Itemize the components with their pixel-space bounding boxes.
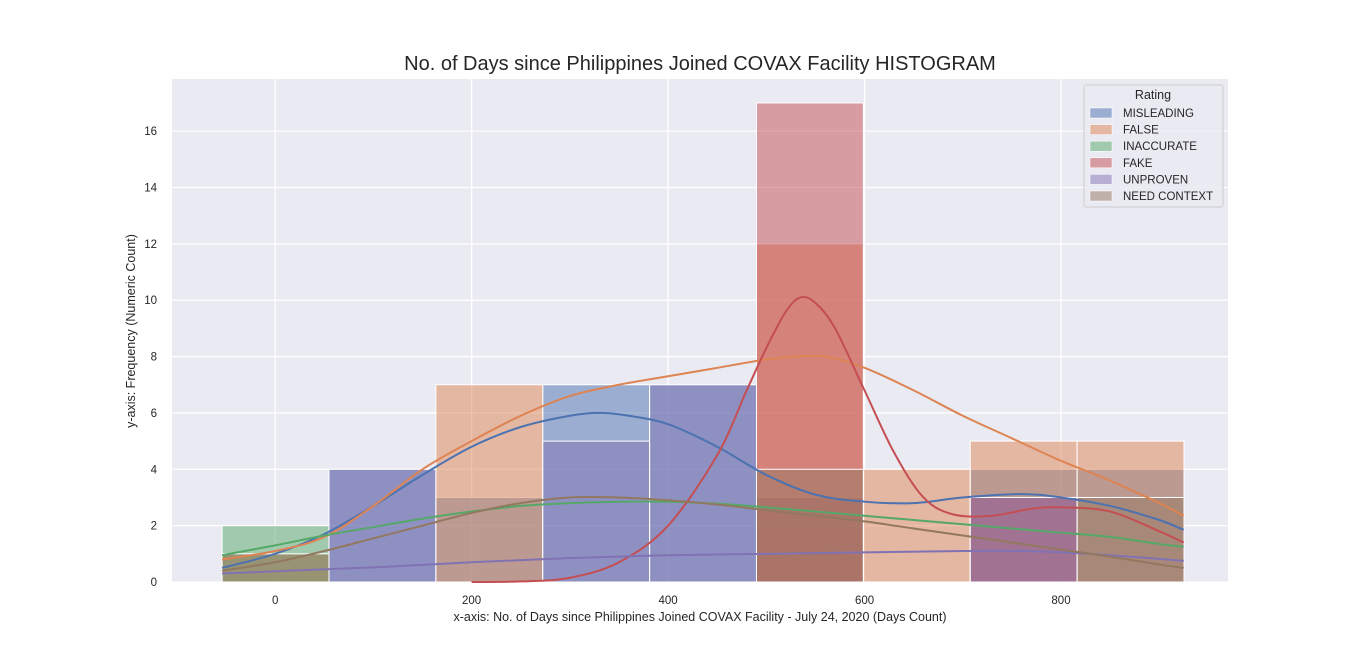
x-axis-label: x-axis: No. of Days since Philippines Jo… xyxy=(453,610,946,624)
legend-label: NEED CONTEXT xyxy=(1123,191,1213,203)
legend-swatch xyxy=(1089,157,1113,169)
legend-label: INACCURATE xyxy=(1123,141,1197,153)
x-tick-label: 400 xyxy=(658,595,677,607)
legend-label: MISLEADING xyxy=(1123,108,1194,120)
legend-items: MISLEADING FALSE INACCURATE FAKE UNPROVEN NEE… xyxy=(1089,107,1213,203)
legend: Rating MISLEADING FALSE INACCURATE FAKE UNPR… xyxy=(1083,84,1224,208)
kde-curve xyxy=(222,549,1184,575)
y-tick-label: 8 xyxy=(151,352,157,364)
y-tick-labels: 0 2 4 6 8 10 12 14 16 xyxy=(144,126,157,589)
kde-curve xyxy=(221,411,1185,569)
histogram-bar xyxy=(649,384,757,583)
x-tick-label: 800 xyxy=(1051,595,1070,607)
legend-swatch xyxy=(1089,140,1113,152)
y-tick-label: 16 xyxy=(144,126,157,138)
legend-label: UNPROVEN xyxy=(1123,174,1188,186)
legend-box xyxy=(1083,84,1224,208)
y-tick-label: 0 xyxy=(151,577,157,589)
legend-swatch xyxy=(1089,107,1113,119)
legend-label: FAKE xyxy=(1123,158,1153,170)
y-tick-label: 10 xyxy=(144,295,157,307)
kde-curve xyxy=(221,354,1185,561)
y-tick-label: 2 xyxy=(151,521,157,533)
histogram-bar xyxy=(435,384,544,583)
x-tick-label: 200 xyxy=(462,595,481,607)
legend-swatch xyxy=(1089,174,1113,185)
kde-curve xyxy=(221,495,1184,572)
legend-swatch xyxy=(1089,124,1113,135)
y-tick-label: 4 xyxy=(151,464,158,476)
legend-label: FALSE xyxy=(1123,125,1159,137)
x-tick-label: 600 xyxy=(855,595,874,607)
kde-curves xyxy=(221,295,1185,583)
kde-curve xyxy=(471,295,1185,583)
histogram-bar xyxy=(542,440,651,583)
y-tick-label: 12 xyxy=(144,239,157,251)
y-axis-label: y-axis: Frequency (Numeric Count) xyxy=(124,234,138,428)
legend-swatch xyxy=(1089,190,1113,202)
chart-title: No. of Days since Philippines Joined COV… xyxy=(404,53,996,75)
y-tick-label: 6 xyxy=(151,408,157,420)
legend-title: Rating xyxy=(1135,88,1171,102)
y-tick-label: 14 xyxy=(144,182,157,194)
x-tick-label: 0 xyxy=(272,595,278,607)
histogram-bar xyxy=(862,468,971,583)
histogram-bar xyxy=(755,468,864,583)
x-tick-labels: 0 200 400 600 800 xyxy=(272,595,1071,607)
